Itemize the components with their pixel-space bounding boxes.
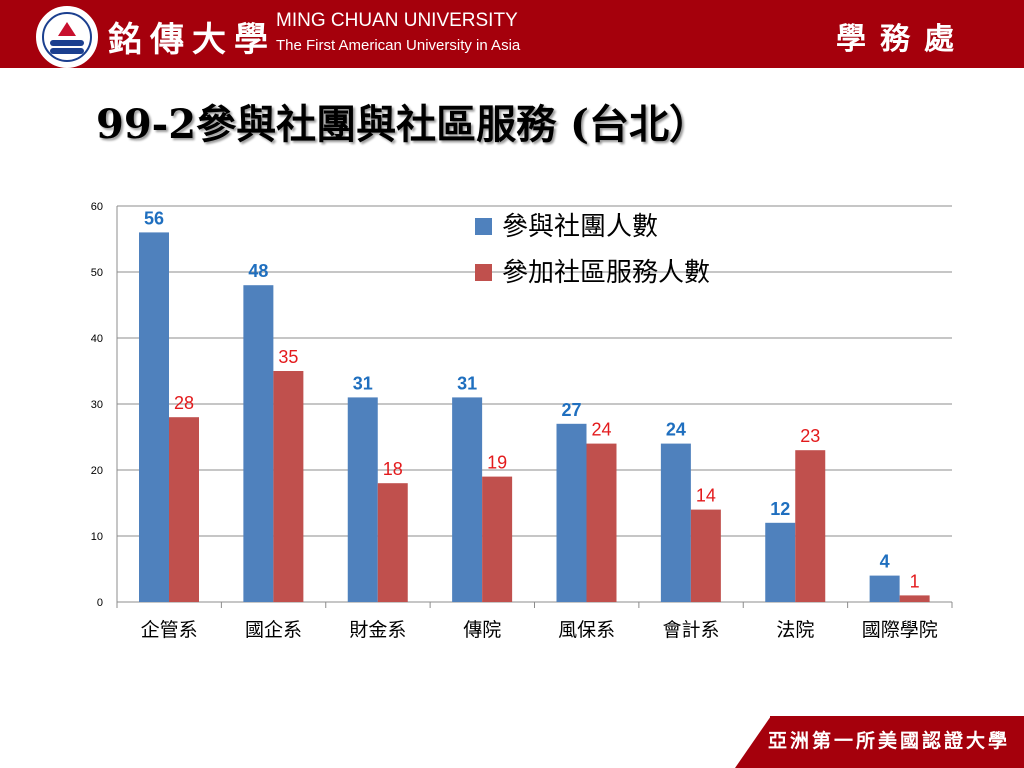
data-label: 1: [910, 571, 920, 591]
bar: [690, 509, 721, 602]
x-tick-label: 會計系: [663, 619, 720, 641]
university-name-chinese: 銘傳大學: [108, 20, 276, 60]
bar: [899, 595, 930, 602]
bar: [169, 417, 199, 602]
data-label: 12: [770, 499, 790, 519]
logo-emblem-icon: [42, 12, 92, 62]
university-logo: [36, 6, 98, 68]
bar-chart: 0 10 20 30 40 50 60 56 28 企管系 48 35 國企系 31 18 財金系 31 19 傳院…: [91, 201, 953, 641]
x-tick-label: 法院: [776, 619, 814, 641]
data-label: 48: [248, 261, 268, 281]
y-tick-label: 50: [91, 267, 103, 279]
bar: [795, 450, 826, 602]
university-tagline: The First American University in Asia: [276, 37, 521, 54]
x-tick-label: 國際學院: [862, 619, 938, 641]
header-banner: 銘傳大學 MING CHUAN UNIVERSITY The First Ame…: [0, 0, 1024, 68]
y-tick-label: 30: [91, 399, 103, 411]
legend-swatch: [475, 264, 492, 281]
data-label: 14: [696, 486, 716, 506]
bar: [586, 443, 617, 602]
x-tick-label: 傳院: [463, 619, 501, 641]
x-tick-label: 風保系: [558, 619, 615, 641]
data-label: 19: [487, 453, 507, 473]
footer-slant: [735, 716, 771, 768]
bar: [273, 371, 304, 602]
bar: [347, 397, 378, 602]
legend-swatch: [475, 218, 492, 235]
bar: [243, 285, 274, 602]
bar: [660, 443, 691, 602]
bar: [765, 522, 796, 602]
data-label: 23: [800, 426, 820, 446]
data-label: 24: [666, 420, 686, 440]
legend-label: 參加社區服務人數: [502, 258, 710, 288]
y-tick-label: 40: [91, 333, 103, 345]
x-tick-label: 企管系: [141, 619, 198, 641]
data-label: 31: [457, 373, 477, 393]
x-tick-label: 財金系: [349, 619, 406, 641]
bar: [482, 476, 513, 602]
data-label: 35: [278, 347, 298, 367]
bar: [556, 423, 587, 602]
data-label: 31: [353, 373, 373, 393]
bar: [452, 397, 483, 602]
slide-title: 99-2參與社團與社區服務 (台北）: [96, 101, 709, 148]
footer-slogan: 亞洲第一所美國認證大學: [767, 730, 1010, 752]
data-label: 27: [561, 400, 581, 420]
data-label: 28: [174, 393, 194, 413]
university-name-english: MING CHUAN UNIVERSITY: [276, 10, 518, 31]
footer-banner: 亞洲第一所美國認證大學: [767, 716, 1024, 768]
data-label: 24: [591, 420, 611, 440]
bar: [869, 575, 900, 602]
x-tick-label: 國企系: [245, 619, 302, 641]
y-tick-label: 20: [91, 465, 103, 477]
y-tick-label: 60: [91, 201, 103, 213]
data-label: 4: [880, 552, 890, 572]
data-label: 56: [144, 208, 164, 228]
bar: [377, 483, 408, 602]
bar: [139, 232, 169, 602]
y-tick-label: 0: [97, 597, 103, 609]
data-label: 18: [383, 459, 403, 479]
y-tick-label: 10: [91, 531, 103, 543]
department-name: 學務處: [836, 22, 968, 57]
legend-label: 參與社團人數: [502, 212, 658, 242]
